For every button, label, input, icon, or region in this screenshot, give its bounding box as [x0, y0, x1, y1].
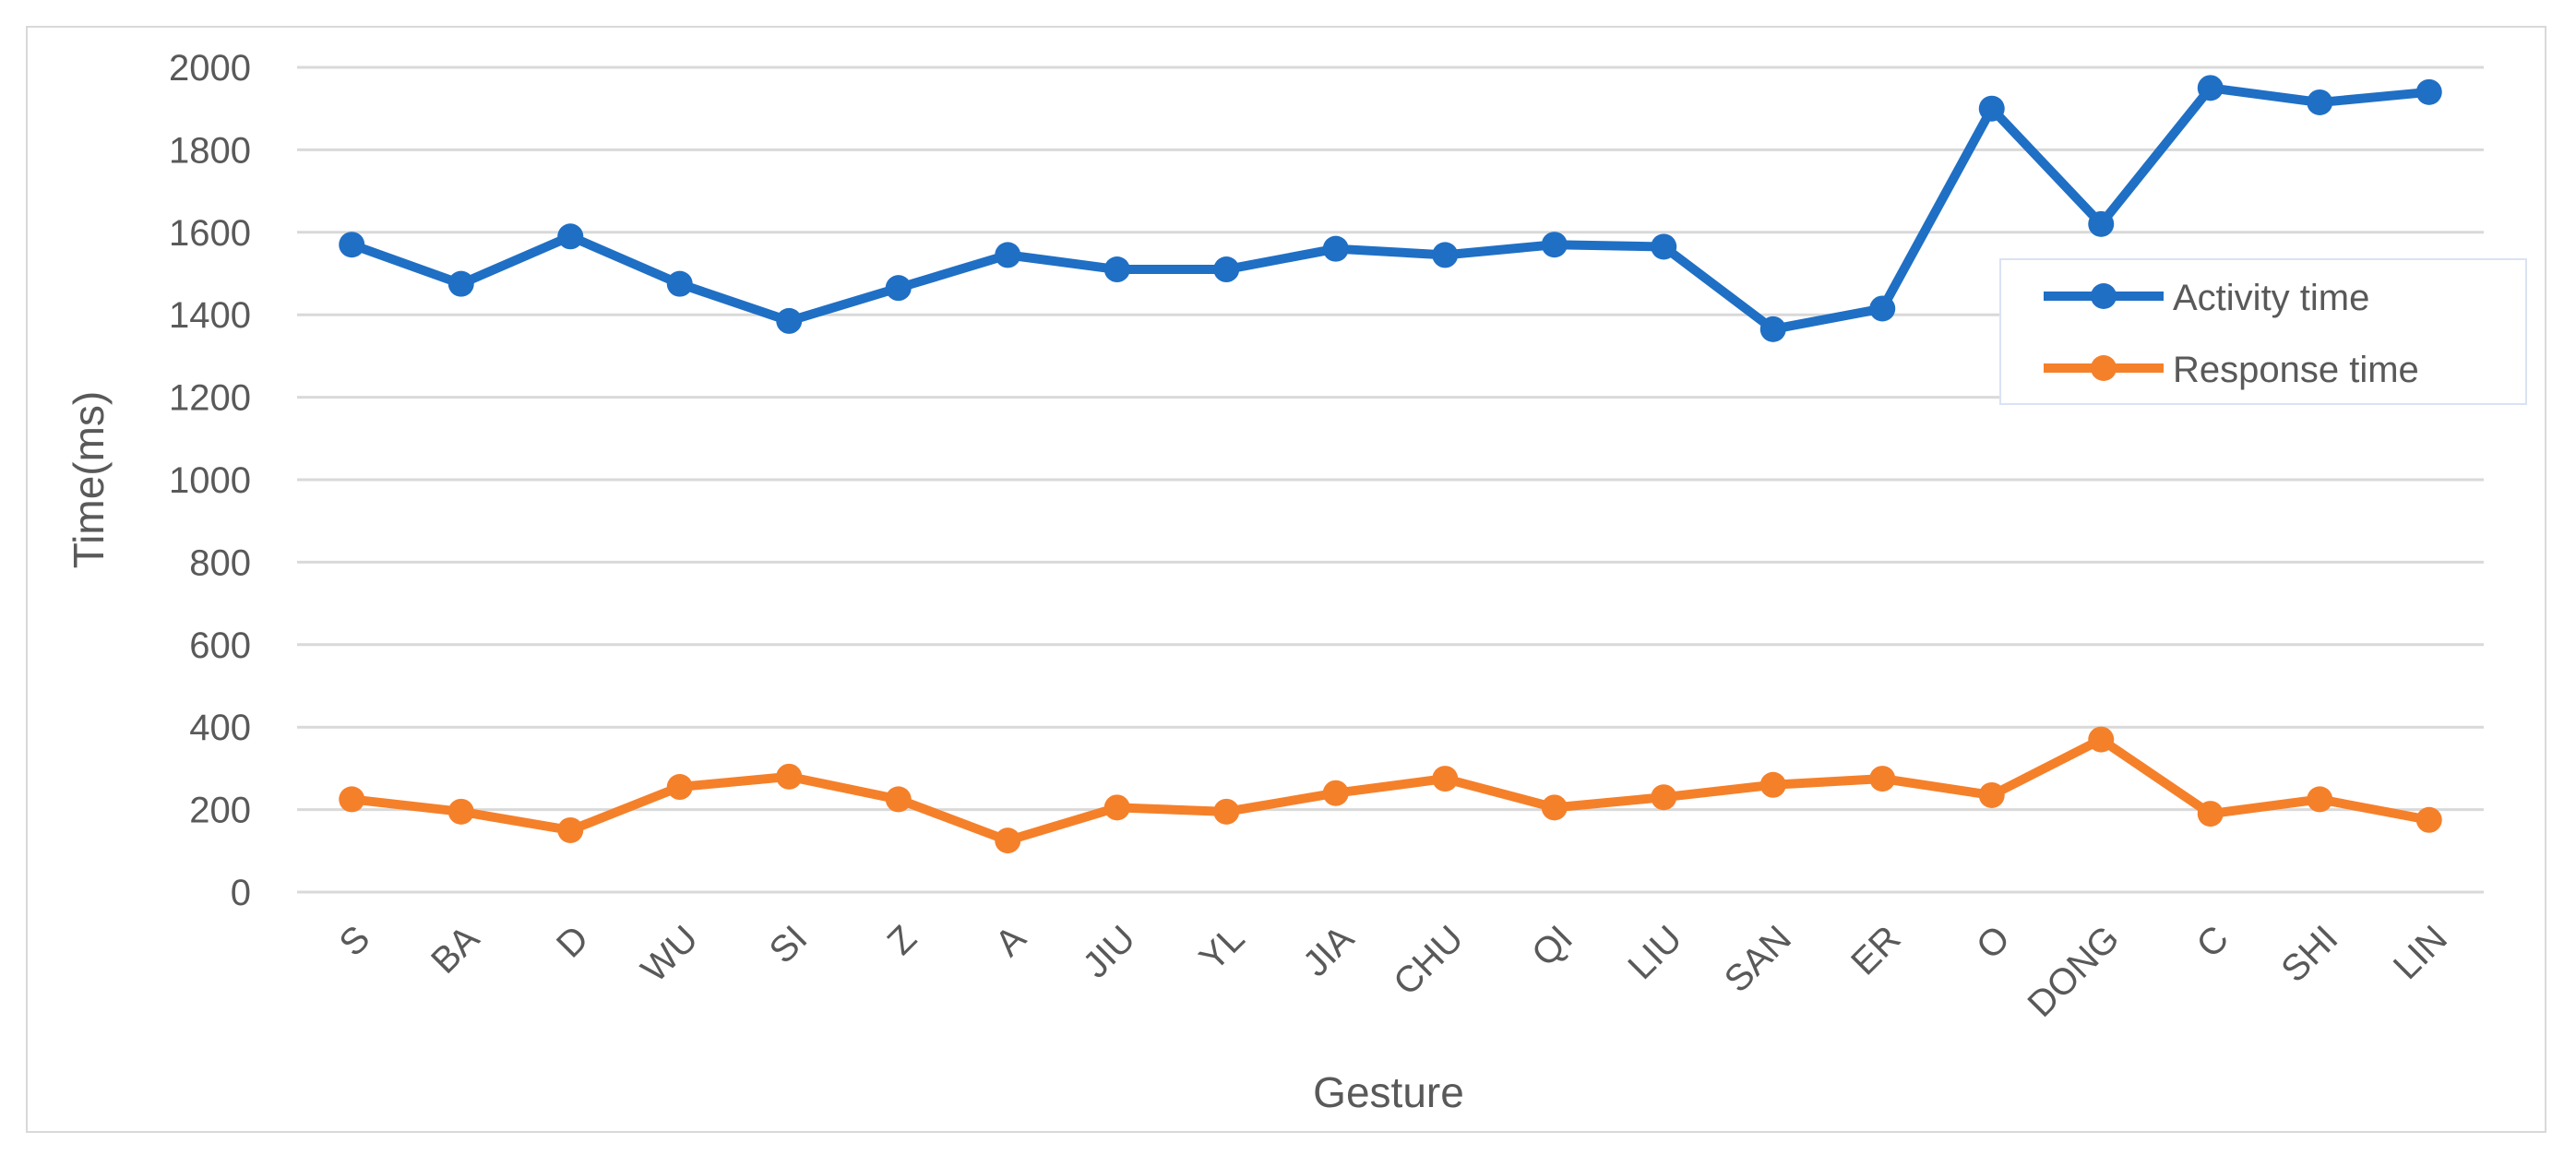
data-point	[885, 275, 912, 302]
y-tick-label: 800	[189, 542, 251, 583]
data-point	[339, 786, 365, 813]
legend-marker-activity	[2091, 283, 2117, 309]
y-axis-label: Time(ms)	[65, 391, 113, 568]
x-tick-labels: S BA D WU SI Z A JIU YL JIA CHU QI LIU SAN ER O DONG C SHI…	[332, 918, 2455, 1025]
data-point	[1978, 95, 2005, 122]
x-tick-label: BA	[423, 918, 487, 982]
data-point	[1322, 780, 1349, 806]
x-tick-label: WU	[634, 918, 706, 990]
data-point	[557, 223, 584, 250]
data-point	[557, 816, 584, 843]
x-axis-label: Gesture	[1313, 1068, 1464, 1116]
data-point	[1541, 232, 1568, 258]
data-point	[995, 242, 1021, 268]
chart-frame	[26, 26, 2546, 1133]
data-point	[1541, 794, 1568, 821]
data-point	[1651, 233, 1677, 260]
data-point	[1103, 794, 1130, 821]
data-point	[776, 763, 803, 790]
data-point	[1869, 766, 1896, 792]
data-point	[1213, 256, 1240, 283]
legend-label-activity: Activity time	[2173, 278, 2369, 318]
y-tick-label: 1400	[169, 295, 251, 336]
data-point	[2197, 801, 2224, 828]
x-tick-label: C	[2188, 918, 2236, 966]
data-point	[995, 828, 1021, 854]
data-point	[666, 270, 693, 297]
x-tick-label: LIU	[1620, 918, 1689, 987]
x-tick-label: LIN	[2386, 918, 2455, 987]
data-point	[1978, 781, 2005, 808]
data-point	[1322, 235, 1349, 262]
x-tick-label: SHI	[2273, 918, 2345, 990]
y-tick-label: 1600	[169, 213, 251, 254]
data-point	[1759, 771, 1786, 798]
x-tick-label: CHU	[1386, 918, 1471, 1003]
data-point	[1213, 798, 1240, 825]
data-point	[776, 307, 803, 334]
x-tick-label: QI	[1524, 918, 1580, 974]
series-line-0	[350, 83, 2430, 334]
legend-box	[1999, 258, 2527, 405]
data-point	[2307, 786, 2333, 813]
legend: Activity time Response time	[1999, 258, 2527, 405]
data-point	[1432, 242, 1459, 268]
x-tick-label: S	[332, 918, 378, 964]
data-point	[666, 774, 693, 801]
legend-marker-response	[2091, 355, 2117, 381]
y-tick-labels: 0 200 400 600 800 1000 1200 1400 1600 1800 2000	[169, 48, 251, 913]
data-point	[2415, 78, 2442, 105]
data-point	[447, 270, 474, 297]
data-point	[1759, 316, 1786, 342]
y-tick-label: 0	[231, 873, 251, 913]
x-tick-label: SAN	[1717, 918, 1799, 1000]
series-line-1	[351, 734, 2430, 846]
data-point	[1651, 784, 1677, 811]
x-tick-label: A	[988, 918, 1034, 964]
data-point	[447, 798, 474, 825]
legend-label-response: Response time	[2173, 350, 2419, 390]
data-point	[2088, 726, 2115, 753]
data-point	[1869, 295, 1896, 322]
data-point	[2307, 89, 2333, 115]
x-tick-label: Z	[880, 918, 924, 962]
x-tick-label: JIU	[1075, 918, 1143, 986]
y-tick-label: 1800	[169, 130, 251, 171]
y-tick-label: 400	[189, 708, 251, 748]
data-point	[2415, 806, 2442, 833]
series-group	[339, 75, 2442, 854]
y-tick-label: 1000	[169, 460, 251, 501]
y-tick-label: 200	[189, 791, 251, 831]
data-point	[339, 232, 365, 258]
x-tick-label: ER	[1843, 918, 1908, 982]
x-tick-label: JIA	[1295, 918, 1362, 984]
data-point	[1432, 766, 1459, 792]
data-point	[885, 786, 912, 813]
y-tick-label: 1200	[169, 378, 251, 419]
data-point	[1103, 256, 1130, 283]
x-tick-label: D	[549, 918, 597, 966]
y-tick-label: 2000	[169, 48, 251, 89]
gridlines	[297, 65, 2484, 894]
y-tick-label: 600	[189, 625, 251, 666]
x-tick-label: DONG	[2021, 918, 2128, 1025]
data-point	[2197, 75, 2224, 101]
data-point	[2088, 210, 2115, 237]
x-tick-label: SI	[762, 918, 816, 971]
x-tick-label: YL	[1192, 918, 1253, 979]
x-tick-label: O	[1969, 918, 2018, 967]
